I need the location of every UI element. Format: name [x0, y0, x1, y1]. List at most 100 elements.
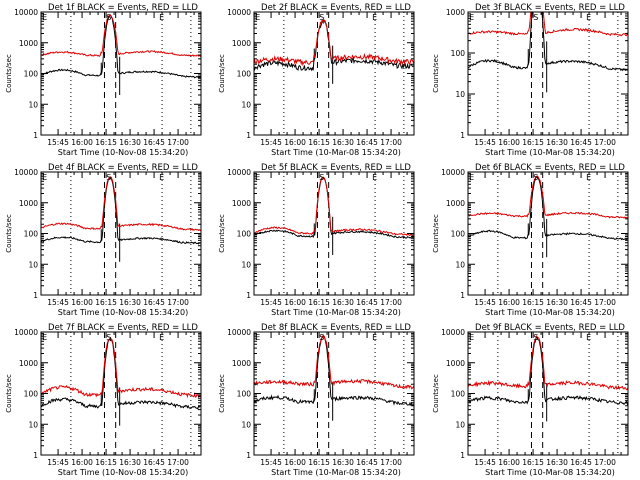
- panel-title: Det 7f BLACK = Events, RED = LLD: [48, 323, 198, 333]
- y-tick-label: 10: [241, 100, 251, 109]
- events-series-line: [254, 176, 414, 239]
- x-tick-label: 17:00: [380, 458, 402, 467]
- plot-area: [254, 172, 414, 295]
- y-axis-label: Counts/sec: [432, 54, 440, 93]
- x-tick-label: 16:15: [522, 298, 544, 307]
- x-axis-label: Start Time (10-Mar-08 15:34:20): [485, 308, 615, 317]
- y-tick-label: 10: [28, 260, 38, 269]
- x-tick-label: 16:30: [119, 138, 141, 147]
- panel-det-4: Det 4f BLACK = Events, RED = LLD 1 10 100 10…: [5, 163, 202, 317]
- x-axis-label: Start Time (10-Nov-08 15:34:20): [58, 148, 188, 157]
- x-axis-label: Start Time (10-Mar-08 15:34:20): [271, 468, 401, 477]
- panel-title: Det 5f BLACK = Events, RED = LLD: [261, 163, 411, 173]
- orbit-marker: E: [586, 13, 591, 22]
- orbit-marker: E: [372, 13, 377, 22]
- y-tick-label: 1: [460, 131, 465, 140]
- lld-series-line: [468, 12, 628, 37]
- x-tick-label: 15:45: [260, 458, 282, 467]
- plot-area: [254, 12, 414, 135]
- panel-det-1: Det 1f BLACK = Events, RED = LLD 1 10 100 10…: [5, 3, 202, 157]
- x-tick-label: 16:45: [143, 138, 165, 147]
- orbit-marker: E: [372, 173, 377, 182]
- lld-series-line: [254, 334, 414, 390]
- x-axis-label: Start Time (10-Mar-08 15:34:20): [485, 468, 615, 477]
- y-tick-label: 10000: [227, 168, 251, 177]
- plot-frame: [467, 11, 629, 136]
- x-tick-label: 16:15: [522, 138, 544, 147]
- plot-frame: [40, 171, 202, 296]
- panel-det-8: Det 8f BLACK = Events, RED = LLD 1 10 100 10…: [218, 323, 415, 477]
- plot-area: [468, 12, 628, 135]
- y-tick-label: 10: [455, 260, 465, 269]
- plot-frame: [253, 11, 415, 136]
- y-axis-label: Counts/sec: [5, 374, 13, 413]
- plot-area: [41, 172, 201, 295]
- orbit-marker: E: [372, 333, 377, 342]
- panel-det-3: Det 3f BLACK = Events, RED = LLD 1 10 100 10…: [432, 3, 629, 157]
- y-tick-label: 1000: [446, 8, 465, 17]
- y-tick-label: 1000: [446, 199, 465, 208]
- orbit-marker: S: [533, 13, 538, 22]
- orbit-marker: E: [469, 13, 474, 22]
- orbit-marker: S: [106, 333, 111, 342]
- y-tick-label: 1: [460, 291, 465, 300]
- x-tick-label: 17:00: [594, 298, 616, 307]
- y-tick-label: 10: [241, 260, 251, 269]
- plot-area: [468, 172, 628, 295]
- lld-series-line: [41, 176, 201, 232]
- x-axis-label: Start Time (10-Mar-08 15:34:20): [485, 148, 615, 157]
- y-tick-label: 10: [28, 100, 38, 109]
- x-axis-label: Start Time (10-Mar-08 15:34:20): [271, 148, 401, 157]
- y-tick-label: 100: [237, 70, 252, 79]
- y-axis-label: Counts/sec: [432, 374, 440, 413]
- x-tick-label: 16:45: [356, 298, 378, 307]
- y-tick-label: 10: [28, 420, 38, 429]
- panel-title: Det 4f BLACK = Events, RED = LLD: [48, 163, 198, 173]
- plot-area: [254, 332, 414, 455]
- y-tick-label: 10000: [14, 168, 38, 177]
- x-tick-label: 16:30: [332, 138, 354, 147]
- events-series-line: [468, 12, 628, 72]
- panel-title: Det 3f BLACK = Events, RED = LLD: [475, 3, 625, 13]
- x-tick-label: 16:00: [284, 298, 306, 307]
- plot-area: [468, 332, 628, 455]
- y-tick-label: 100: [24, 70, 39, 79]
- events-series-line: [254, 335, 414, 407]
- plot-area: [41, 12, 201, 135]
- x-tick-label: 15:45: [47, 138, 69, 147]
- orbit-marker: E: [42, 333, 47, 342]
- x-tick-label: 16:00: [284, 138, 306, 147]
- y-axis-label: Counts/sec: [218, 374, 226, 413]
- panel-det-2: Det 2f BLACK = Events, RED = LLD 1 10 100 10…: [218, 3, 415, 157]
- panel-det-5: Det 5f BLACK = Events, RED = LLD 1 10 100 10…: [218, 163, 415, 317]
- orbit-marker: E: [469, 333, 474, 342]
- y-tick-label: 1000: [19, 199, 38, 208]
- panel-det-7: Det 7f BLACK = Events, RED = LLD 1 10 100 10…: [5, 323, 202, 477]
- y-tick-label: 1000: [232, 39, 251, 48]
- x-tick-label: 16:30: [546, 138, 568, 147]
- lld-series-line: [468, 175, 628, 219]
- events-series-line: [41, 177, 201, 245]
- x-tick-label: 15:45: [474, 458, 496, 467]
- plot-frame: [467, 171, 629, 296]
- x-axis-label: Start Time (10-Nov-08 15:34:20): [58, 308, 188, 317]
- x-tick-label: 17:00: [167, 458, 189, 467]
- events-series-line: [468, 175, 628, 241]
- orbit-marker: E: [159, 333, 164, 342]
- y-tick-label: 1: [246, 291, 251, 300]
- x-tick-label: 16:45: [570, 298, 592, 307]
- y-tick-label: 10000: [14, 328, 38, 337]
- y-tick-label: 1000: [19, 39, 38, 48]
- panel-title: Det 9f BLACK = Events, RED = LLD: [475, 323, 625, 333]
- y-tick-label: 100: [451, 390, 466, 399]
- y-tick-label: 100: [237, 390, 252, 399]
- y-tick-label: 10000: [227, 8, 251, 17]
- orbit-marker: E: [42, 173, 47, 182]
- orbit-marker: E: [255, 13, 260, 22]
- orbit-marker: E: [469, 173, 474, 182]
- x-tick-label: 16:30: [119, 458, 141, 467]
- y-tick-label: 1000: [446, 359, 465, 368]
- y-tick-label: 100: [237, 230, 252, 239]
- x-tick-label: 16:30: [332, 298, 354, 307]
- orbit-marker: S: [106, 13, 111, 22]
